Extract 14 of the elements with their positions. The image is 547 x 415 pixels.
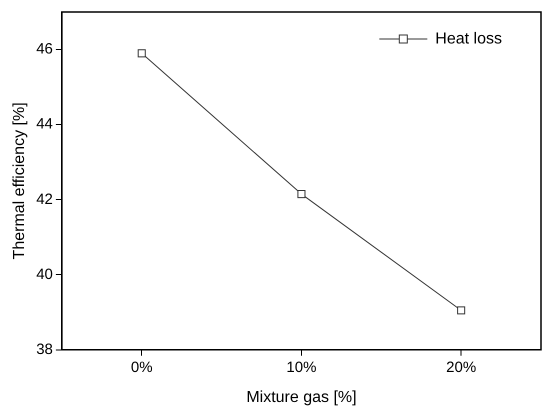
y-tick-label: 38: [36, 340, 53, 358]
x-axis-title: Mixture gas [%]: [246, 388, 357, 406]
point: [297, 190, 306, 198]
point: [457, 306, 466, 314]
y-tick-label: 46: [36, 40, 53, 58]
y-tick-label: 40: [36, 266, 53, 283]
x-tick-label: 10%: [286, 358, 316, 376]
x-tick-label: 0%: [130, 358, 153, 376]
x-tick-label: 20%: [446, 358, 476, 376]
y-axis-title: Thermal efficiency [%]: [11, 102, 28, 260]
y-tick-label: 42: [36, 190, 53, 208]
legend-label: Heat loss: [435, 30, 502, 48]
y-tick-label: 44: [36, 116, 53, 133]
point: [138, 49, 146, 58]
